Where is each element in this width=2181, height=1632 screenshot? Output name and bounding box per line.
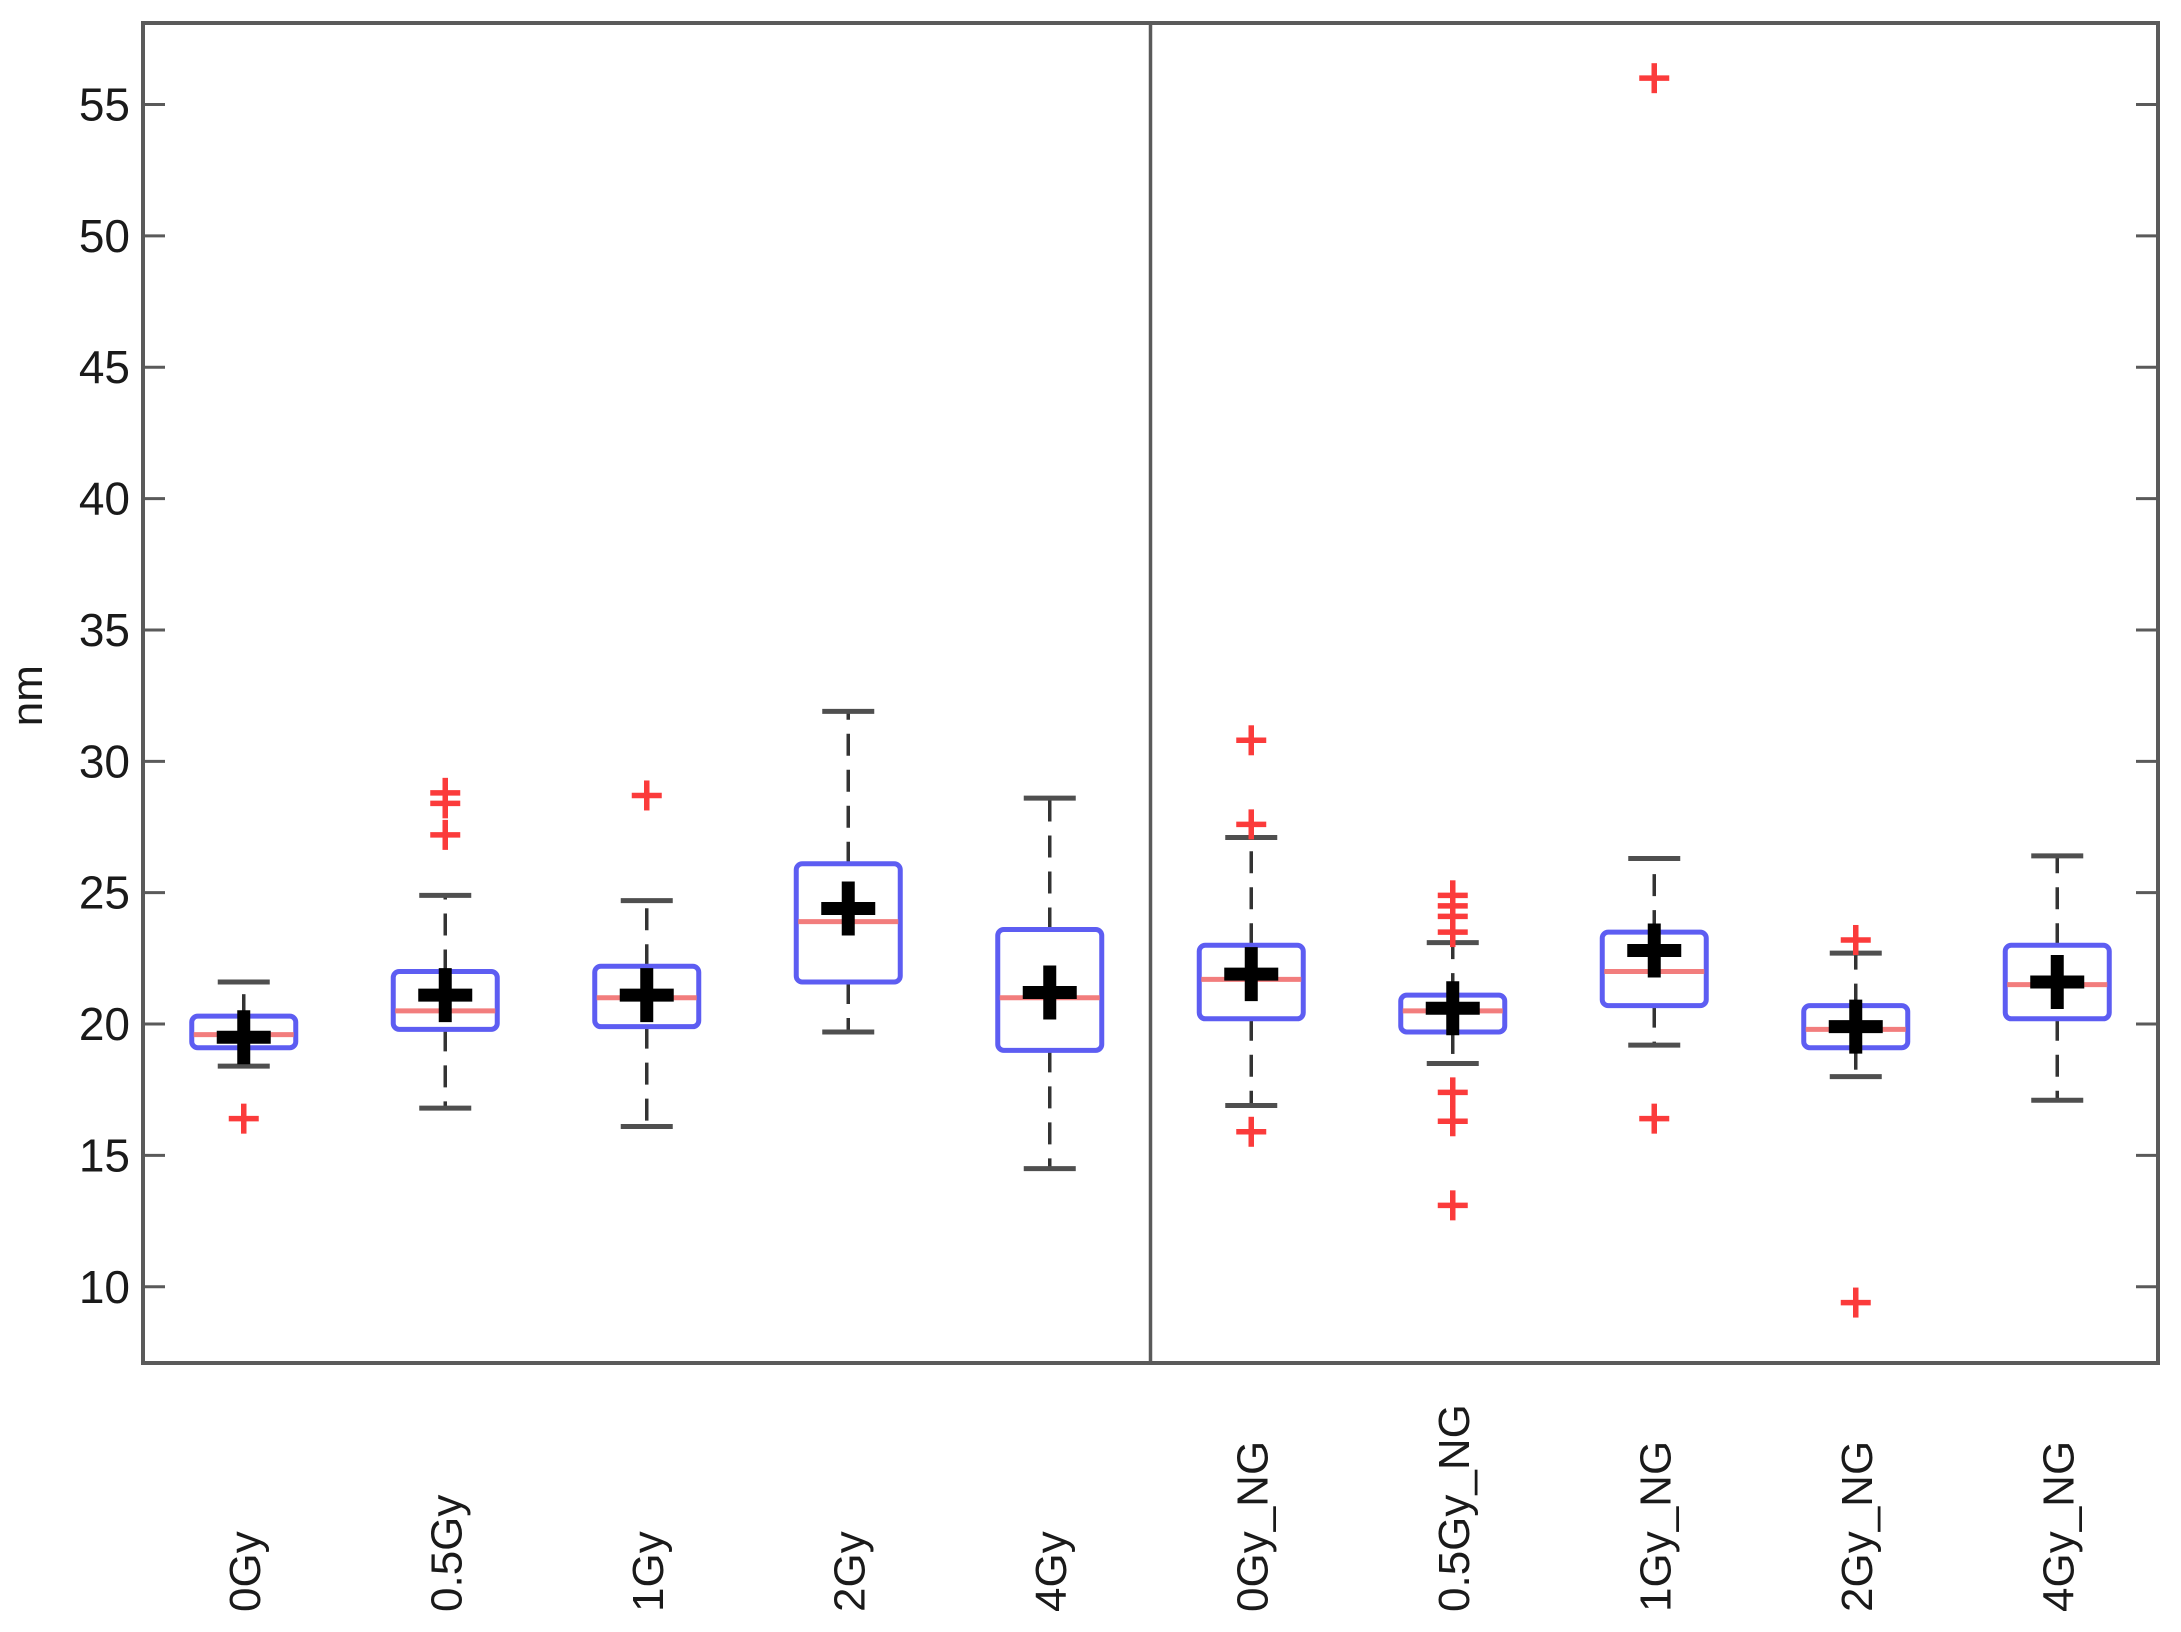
y-tick-label: 10 <box>79 1261 130 1313</box>
x-tick-label-4Gy: 4Gy <box>1027 1531 1076 1612</box>
x-tick-label-0.5Gy_NG: 0.5Gy_NG <box>1430 1404 1479 1612</box>
y-tick-label: 15 <box>79 1129 130 1181</box>
y-tick-label: 55 <box>79 78 130 130</box>
x-tick-label-2Gy: 2Gy <box>825 1531 874 1612</box>
x-tick-label-0Gy: 0Gy <box>221 1531 270 1612</box>
y-tick-label: 40 <box>79 473 130 525</box>
y-tick-label: 20 <box>79 998 130 1050</box>
y-tick-label: 30 <box>79 735 130 787</box>
x-tick-label-1Gy_NG: 1Gy_NG <box>1631 1441 1680 1612</box>
x-tick-label-1Gy: 1Gy <box>624 1531 673 1612</box>
x-tick-label-2Gy_NG: 2Gy_NG <box>1833 1441 1882 1612</box>
y-tick-label: 45 <box>79 341 130 393</box>
y-tick-label: 35 <box>79 604 130 656</box>
y-tick-label: 50 <box>79 210 130 262</box>
x-tick-label-4Gy_NG: 4Gy_NG <box>2034 1441 2083 1612</box>
x-tick-label-0.5Gy: 0.5Gy <box>422 1495 471 1612</box>
y-axis-label: nm <box>3 665 52 726</box>
y-tick-label: 25 <box>79 867 130 919</box>
x-tick-label-0Gy_NG: 0Gy_NG <box>1228 1441 1277 1612</box>
